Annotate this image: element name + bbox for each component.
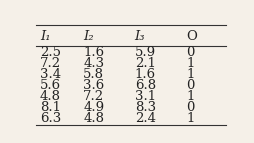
Text: 2.5: 2.5 — [40, 46, 60, 59]
Text: 0: 0 — [185, 79, 194, 92]
Text: 0: 0 — [185, 46, 194, 59]
Text: 6.3: 6.3 — [40, 112, 61, 125]
Text: 5.8: 5.8 — [83, 68, 104, 81]
Text: 7.2: 7.2 — [83, 90, 104, 103]
Text: I₃: I₃ — [134, 30, 145, 43]
Text: 4.8: 4.8 — [40, 90, 60, 103]
Text: 4.9: 4.9 — [83, 101, 104, 114]
Text: I₁: I₁ — [40, 30, 50, 43]
Text: 3.6: 3.6 — [83, 79, 104, 92]
Text: 1: 1 — [185, 90, 194, 103]
Text: 2.1: 2.1 — [134, 57, 155, 70]
Text: 3.4: 3.4 — [40, 68, 61, 81]
Text: 1.6: 1.6 — [83, 46, 104, 59]
Text: 7.2: 7.2 — [40, 57, 61, 70]
Text: 1: 1 — [185, 68, 194, 81]
Text: 5.9: 5.9 — [134, 46, 155, 59]
Text: 8.1: 8.1 — [40, 101, 60, 114]
Text: 8.3: 8.3 — [134, 101, 155, 114]
Text: 5.6: 5.6 — [40, 79, 61, 92]
Text: I₂: I₂ — [83, 30, 93, 43]
Text: 3.1: 3.1 — [134, 90, 155, 103]
Text: 0: 0 — [185, 101, 194, 114]
Text: 1.6: 1.6 — [134, 68, 155, 81]
Text: 4.3: 4.3 — [83, 57, 104, 70]
Text: 1: 1 — [185, 57, 194, 70]
Text: 6.8: 6.8 — [134, 79, 155, 92]
Text: 4.8: 4.8 — [83, 112, 104, 125]
Text: 1: 1 — [185, 112, 194, 125]
Text: 2.4: 2.4 — [134, 112, 155, 125]
Text: O: O — [185, 30, 196, 43]
